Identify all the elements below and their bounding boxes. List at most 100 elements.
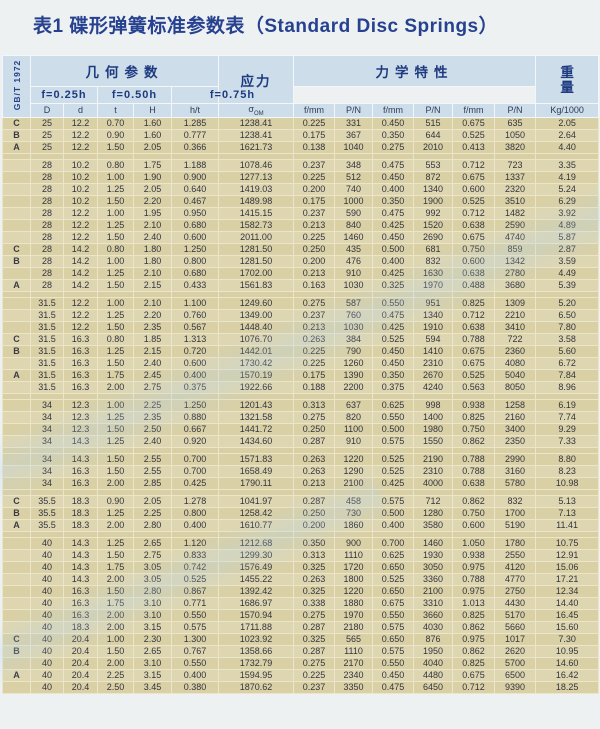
cell: 9.29 — [535, 422, 600, 436]
cell: 0.625 — [372, 548, 415, 562]
cell: 8.80 — [535, 452, 600, 466]
cell: 0.675 — [452, 344, 496, 358]
cell: 0.375 — [372, 380, 415, 394]
table-row: 28 10.2 1.25 2.05 0.640 1419.03 0.200 740 0.400 1… — [2, 182, 600, 196]
cell: 1076.70 — [218, 332, 295, 346]
cell: 25 — [30, 140, 64, 154]
cell: 1.25 — [97, 536, 134, 550]
cell: 1321.58 — [218, 410, 295, 424]
cell: 34 — [30, 410, 64, 424]
cell: 2.15 — [133, 344, 172, 358]
cell: 0.625 — [372, 398, 415, 412]
cell: 1.188 — [170, 158, 220, 172]
cell: 0.175 — [293, 368, 336, 382]
cell: 0.413 — [452, 140, 496, 154]
cell: 2200 — [334, 380, 374, 394]
table-row: 28 10.2 0.80 1.75 1.188 1078.46 0.237 348 0.475 5… — [2, 158, 600, 172]
cell: 0.287 — [293, 620, 336, 634]
table-row: B 25 12.2 0.90 1.60 0.777 1238.41 0.175 367 0.350… — [2, 128, 600, 142]
cell: 0.275 — [293, 296, 336, 310]
cell: 1.50 — [97, 548, 134, 562]
cell: 3.45 — [133, 680, 172, 694]
cell: 4040 — [413, 656, 454, 670]
cell: 2.00 — [97, 380, 134, 394]
cell: 1023.92 — [218, 632, 295, 646]
cell: 6.50 — [535, 308, 600, 322]
cell: 2.05 — [133, 182, 172, 196]
cell: 5040 — [494, 368, 537, 382]
cell: 0.575 — [372, 644, 415, 658]
series-label-cell: C — [2, 332, 31, 346]
cell: 0.425 — [372, 266, 415, 280]
cell: 0.720 — [170, 344, 220, 358]
series-label-cell — [2, 434, 31, 448]
cell: 5.24 — [535, 182, 600, 196]
cell: 3580 — [413, 518, 454, 532]
cell: 1258.42 — [218, 506, 295, 520]
cell: 0.938 — [452, 548, 496, 562]
series-label-cell — [2, 620, 31, 634]
cell: 10.98 — [535, 476, 600, 490]
cell: 34 — [30, 476, 64, 490]
series-label-cell — [2, 584, 31, 598]
cell: 0.525 — [372, 464, 415, 478]
cell: 0.550 — [372, 656, 415, 670]
cell: 0.138 — [293, 140, 336, 154]
cell: 1.75 — [97, 560, 134, 574]
cell: 4080 — [494, 356, 537, 370]
cell: 0.750 — [452, 242, 496, 256]
table-row: B 31.5 16.3 1.25 2.15 0.720 1442.01 0.225 790 0.4… — [2, 344, 600, 358]
cell: 18.3 — [63, 620, 98, 634]
cell: 0.425 — [170, 476, 220, 490]
cell: 2.40 — [133, 230, 172, 244]
cell: 28 — [30, 170, 64, 184]
table-row: 34 16.3 2.00 2.85 0.425 1790.11 0.213 2100 0.425… — [2, 476, 600, 490]
table-row: 28 12.2 1.25 2.10 0.680 1582.73 0.213 840 0.425 1… — [2, 218, 600, 232]
cell: 1277.13 — [218, 170, 295, 184]
cell: 790 — [334, 344, 374, 358]
cell: 0.680 — [170, 266, 220, 280]
series-label-cell — [2, 410, 31, 424]
cell: 2.40 — [133, 434, 172, 448]
cell: 998 — [413, 398, 454, 412]
table-row: B 40 20.4 1.50 2.65 0.767 1358.66 0.287 1110 0.57… — [2, 644, 600, 658]
cell: 40 — [30, 680, 64, 694]
col-f025: f/mm — [293, 103, 336, 118]
cell: 2.25 — [133, 398, 172, 412]
cell: 0.862 — [452, 434, 496, 448]
cell: 0.800 — [170, 506, 220, 520]
cell: 0.500 — [372, 506, 415, 520]
cell: 0.825 — [452, 410, 496, 424]
cell: 3360 — [413, 572, 454, 586]
cell: 1.80 — [133, 242, 172, 256]
cell: 1100 — [334, 422, 374, 436]
cell: 0.475 — [372, 158, 415, 172]
cell: 1.100 — [170, 296, 220, 310]
cell: 0.788 — [452, 332, 496, 346]
series-label-cell — [2, 218, 31, 232]
cell: 0.275 — [372, 140, 415, 154]
cell: 14.3 — [63, 434, 98, 448]
cell: 0.287 — [293, 644, 336, 658]
cell: 0.950 — [170, 206, 220, 220]
series-label-cell — [2, 182, 31, 196]
cell: 2010 — [413, 140, 454, 154]
cell: 0.450 — [372, 170, 415, 184]
cell: 20.4 — [63, 644, 98, 658]
cell: 1.00 — [97, 296, 134, 310]
cell: 14.2 — [63, 266, 98, 280]
cell: 0.600 — [452, 254, 496, 268]
cell: 5.87 — [535, 230, 600, 244]
cell: 0.400 — [170, 368, 220, 382]
cell: 0.475 — [372, 680, 415, 694]
cell: 1570.19 — [218, 368, 295, 382]
cell: 1220 — [334, 452, 374, 466]
cell: 681 — [413, 242, 454, 256]
cell: 1340 — [413, 182, 454, 196]
table-row: 40 14.3 2.00 3.05 0.525 1455.22 0.263 1800 0.525… — [2, 572, 600, 586]
series-label-cell: C — [2, 116, 31, 130]
table-row: 34 12.3 1.50 2.50 0.667 1441.72 0.250 1100 0.500… — [2, 422, 600, 436]
cell: 2.00 — [97, 608, 134, 622]
cell: 28 — [30, 254, 64, 268]
table-row: 40 16.3 1.50 2.80 0.867 1392.42 0.325 1220 0.650… — [2, 584, 600, 598]
